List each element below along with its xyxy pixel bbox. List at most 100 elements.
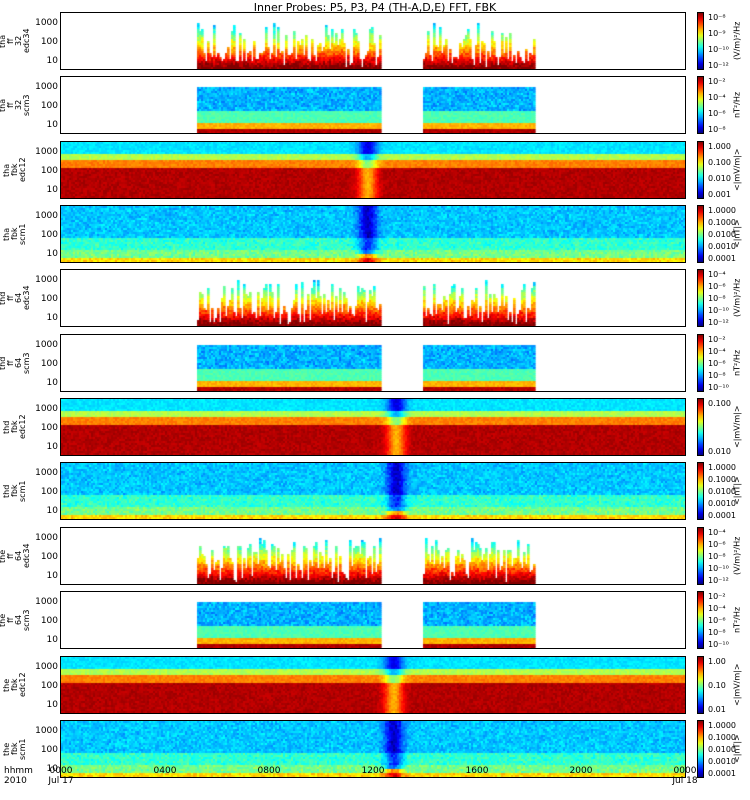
colorbar-tick-label: 10⁻⁶	[708, 109, 726, 118]
colorbar	[697, 462, 704, 520]
colorbar-tick-label: 10⁻¹²	[708, 61, 729, 70]
colorbar-tick-label: 10⁻²	[708, 335, 726, 344]
panel-ylabel: thd ff 64 edc34	[0, 285, 31, 311]
spectrogram-image	[61, 142, 685, 198]
y-tick-label: 1000	[35, 147, 58, 157]
colorbar-unit-label: (V/m)²/Hz	[732, 278, 742, 318]
panel-ylabel: tha ff 32 scm3	[0, 94, 31, 116]
colorbar-tick-label: 10⁻⁴	[708, 93, 726, 102]
panel-ylabel: thd ff 64 scm3	[0, 352, 31, 374]
colorbar-tick-label: 10⁻⁸	[708, 371, 726, 380]
colorbar-tick-label: 0.010	[708, 447, 731, 456]
y-tick-label: 10	[46, 635, 58, 645]
panel-ylabel: thd fbk scm1	[2, 480, 27, 502]
x-tick-label: 1200	[361, 766, 385, 776]
colorbar-unit-label: <|nT|>	[732, 734, 742, 764]
colorbar-tick-label: 0.0001	[708, 769, 736, 778]
time-axis-label: hhmm	[4, 766, 33, 776]
colorbar-tick-label: 0.0010	[708, 757, 736, 766]
colorbar-tick-label: 0.10	[708, 681, 726, 690]
y-tick-label: 100	[40, 359, 58, 369]
colorbar-unit-label: nT²/Hz	[732, 349, 742, 377]
x-tick-label: 0000	[49, 766, 73, 776]
x-date-label: Jul 18	[672, 776, 698, 786]
colorbar-tick-label: 1.0000	[708, 206, 736, 215]
colorbar-unit-label: <|mV/m|>	[732, 148, 742, 192]
colorbar-tick-label: 0.0010	[708, 242, 736, 251]
colorbar	[697, 656, 704, 714]
spectrogram-panel	[60, 12, 686, 70]
colorbar-tick-label: 0.1000	[708, 218, 736, 227]
spectrogram-image	[61, 206, 685, 262]
y-tick-label: 10	[46, 442, 58, 452]
colorbar-tick-label: 10⁻⁸	[708, 628, 726, 637]
panel-ylabel: the ff 64 scm3	[0, 609, 31, 631]
y-tick-label: 100	[40, 681, 58, 691]
colorbar-tick-label: 0.0010	[708, 499, 736, 508]
colorbar-tick-label: 1.00	[708, 657, 726, 666]
colorbar-unit-label: <|mV/m|>	[732, 663, 742, 707]
colorbar	[697, 76, 704, 134]
spectrogram-image	[61, 270, 685, 326]
spectrogram-panel	[60, 141, 686, 199]
y-tick-label: 10	[46, 571, 58, 581]
colorbar-tick-label: 10⁻⁴	[708, 604, 726, 613]
spectrogram-image	[61, 77, 685, 133]
colorbar-unit-label: <|nT|>	[732, 219, 742, 249]
y-tick-label: 10	[46, 700, 58, 710]
y-tick-label: 1000	[35, 82, 58, 92]
y-tick-label: 1000	[35, 404, 58, 414]
spectrogram-panel	[60, 76, 686, 134]
colorbar-unit-label: nT²/Hz	[732, 606, 742, 634]
colorbar	[697, 398, 704, 456]
colorbar-tick-label: 10⁻⁸	[708, 125, 726, 134]
y-tick-label: 100	[40, 166, 58, 176]
colorbar-tick-label: 10⁻⁴	[708, 270, 726, 279]
colorbar-tick-label: 10⁻¹²	[708, 318, 729, 327]
spectrogram-panel	[60, 591, 686, 649]
spectrogram-panel	[60, 334, 686, 392]
colorbar-tick-label: 10⁻⁹	[708, 29, 726, 38]
spectrogram-image	[61, 463, 685, 519]
y-tick-label: 1000	[35, 468, 58, 478]
colorbar-tick-label: 1.0000	[708, 721, 736, 730]
colorbar-tick-label: 10⁻⁶	[708, 616, 726, 625]
colorbar	[697, 141, 704, 199]
y-tick-label: 100	[40, 230, 58, 240]
colorbar-tick-label: 10⁻¹⁰	[708, 564, 729, 573]
colorbar-tick-label: 10⁻¹⁰	[708, 383, 729, 392]
x-tick-label: 0800	[257, 766, 281, 776]
y-tick-label: 10	[46, 120, 58, 130]
colorbar-unit-label: nT²/Hz	[732, 91, 742, 119]
colorbar-unit-label: (V/m)²/Hz	[732, 536, 742, 576]
panel-ylabel: the fbk edc12	[2, 672, 27, 698]
colorbar-tick-label: 10⁻⁴	[708, 347, 726, 356]
y-tick-label: 10	[46, 506, 58, 516]
spectrogram-image	[61, 399, 685, 455]
colorbar-unit-label: <|nT|>	[732, 476, 742, 506]
spectrogram-image	[61, 528, 685, 584]
spectrogram-image	[61, 592, 685, 648]
y-tick-label: 10	[46, 764, 58, 774]
y-tick-label: 10	[46, 378, 58, 388]
panel-ylabel: thd fbk edc12	[2, 414, 27, 440]
y-tick-label: 10	[46, 56, 58, 66]
y-tick-label: 1000	[35, 275, 58, 285]
colorbar	[697, 334, 704, 392]
colorbar	[697, 12, 704, 70]
y-tick-label: 100	[40, 294, 58, 304]
spectrogram-panel	[60, 269, 686, 327]
y-tick-label: 1000	[35, 726, 58, 736]
colorbar-tick-label: 0.0100	[708, 230, 736, 239]
colorbar-tick-label: 0.001	[708, 190, 731, 199]
colorbar-tick-label: 10⁻⁸	[708, 13, 726, 22]
y-tick-label: 100	[40, 37, 58, 47]
spectrogram-panel	[60, 656, 686, 714]
colorbar-tick-label: 10⁻¹⁰	[708, 306, 729, 315]
x-tick-label: 1600	[465, 766, 489, 776]
spectrogram-panel	[60, 462, 686, 520]
y-tick-label: 10	[46, 185, 58, 195]
colorbar-tick-label: 10⁻⁶	[708, 540, 726, 549]
colorbar-tick-label: 10⁻⁸	[708, 294, 726, 303]
colorbar-unit-label: <|mV/m|>	[732, 405, 742, 449]
